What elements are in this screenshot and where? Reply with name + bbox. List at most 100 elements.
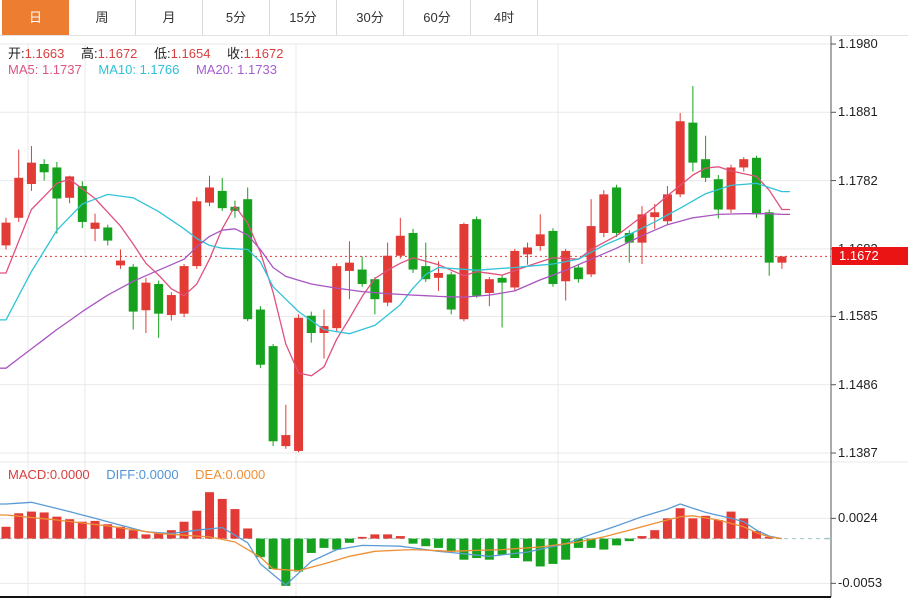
macd-bar [192,510,202,539]
candle [192,201,202,267]
candle [573,267,583,280]
close-label: 收: [227,46,244,61]
candle [726,167,736,210]
macd-bar [141,534,151,539]
tab-month[interactable]: 月 [136,0,203,35]
macd-bar [90,520,100,539]
candle [535,234,545,247]
macd-bar [751,531,761,539]
diff-line [0,501,783,586]
macd-bar [688,518,698,539]
candle [713,179,723,210]
macd-bar [637,536,647,539]
candle [268,346,278,442]
candle [344,262,354,271]
price-axis-label: 1.1881 [838,104,878,119]
candle [675,121,685,195]
ma10-label: MA10: [98,62,136,77]
macd-bar [599,538,609,550]
macd-bar [701,515,711,539]
low-label: 低: [154,46,171,61]
macd-bar [243,528,253,539]
ma20-value: 1.1733 [237,62,277,77]
macd-bar [230,509,240,539]
candle [294,317,304,451]
candle [650,212,660,218]
candle [243,199,253,320]
macd-bar [128,530,138,539]
candle [141,282,151,311]
candle [39,164,49,173]
candle [90,222,100,229]
ma-legend-row: MA5: 1.1737 MA10: 1.1766 MA20: 1.1733 [8,62,277,77]
candle [154,284,164,314]
macd-bar [26,511,36,539]
macd-bar [255,538,265,558]
price-axis-label: 1.1387 [838,445,878,460]
candle [395,235,405,256]
candle [739,159,749,168]
tab-15min[interactable]: 15分 [270,0,337,35]
dea-value: 0.0000 [225,467,266,482]
macd-bar [433,538,443,548]
candle [777,256,787,263]
macd-bar [446,538,456,552]
candlestick-macd-chart[interactable] [0,36,908,600]
candle [421,266,431,280]
candle [230,206,240,211]
candle [561,250,571,282]
tab-30min[interactable]: 30分 [337,0,404,35]
candle [332,266,342,329]
candle [128,266,138,312]
candle [624,232,634,243]
macd-bar [205,492,215,539]
price-axis-label: 1.1980 [838,36,878,51]
tab-60min[interactable]: 60分 [404,0,471,35]
candle [65,176,75,198]
diff-label: DIFF: [106,467,139,482]
macd-bar [764,536,774,539]
macd-bar [1,526,11,539]
macd-axis-label: -0.0053 [838,575,883,590]
candle [370,279,380,300]
macd-bar [739,518,749,539]
ma10-value: 1.1766 [139,62,180,77]
candle [103,227,113,241]
macd-bar [421,538,431,547]
tab-4hour[interactable]: 4时 [471,0,538,35]
period-tab-bar: 日周月 5分 15分 30分 60分 4时 [0,0,908,36]
macd-bar [395,536,405,539]
candle [446,274,456,310]
tab-5min[interactable]: 5分 [203,0,270,35]
macd-bar [14,513,24,539]
macd-bar [357,536,367,539]
macd-bar [497,538,507,555]
dea-line [0,514,782,572]
candle [217,190,227,209]
price-axis-label: 1.1486 [838,377,878,392]
candle [662,194,672,222]
macd-bar [662,518,672,539]
candle [484,279,494,293]
macd-bar [154,533,164,539]
macd-bar [115,526,125,539]
candle [179,266,189,314]
macd-value: 0.0000 [49,467,90,482]
macd-bar [561,538,571,560]
ma5-label: MA5: [8,62,39,77]
candle [472,219,482,296]
candle [751,157,761,215]
candle [1,222,11,246]
macd-bar [548,538,558,564]
open-value: 1.1663 [24,46,65,61]
macd-bar [484,538,494,560]
macd-bar [383,534,393,539]
tab-week[interactable]: 周 [69,0,136,35]
macd-bar [77,521,87,539]
candle [510,250,520,288]
candle [612,187,622,233]
candle [523,247,533,255]
macd-bar [332,538,342,550]
tab-day[interactable]: 日 [2,0,69,35]
macd-bar [586,538,596,548]
